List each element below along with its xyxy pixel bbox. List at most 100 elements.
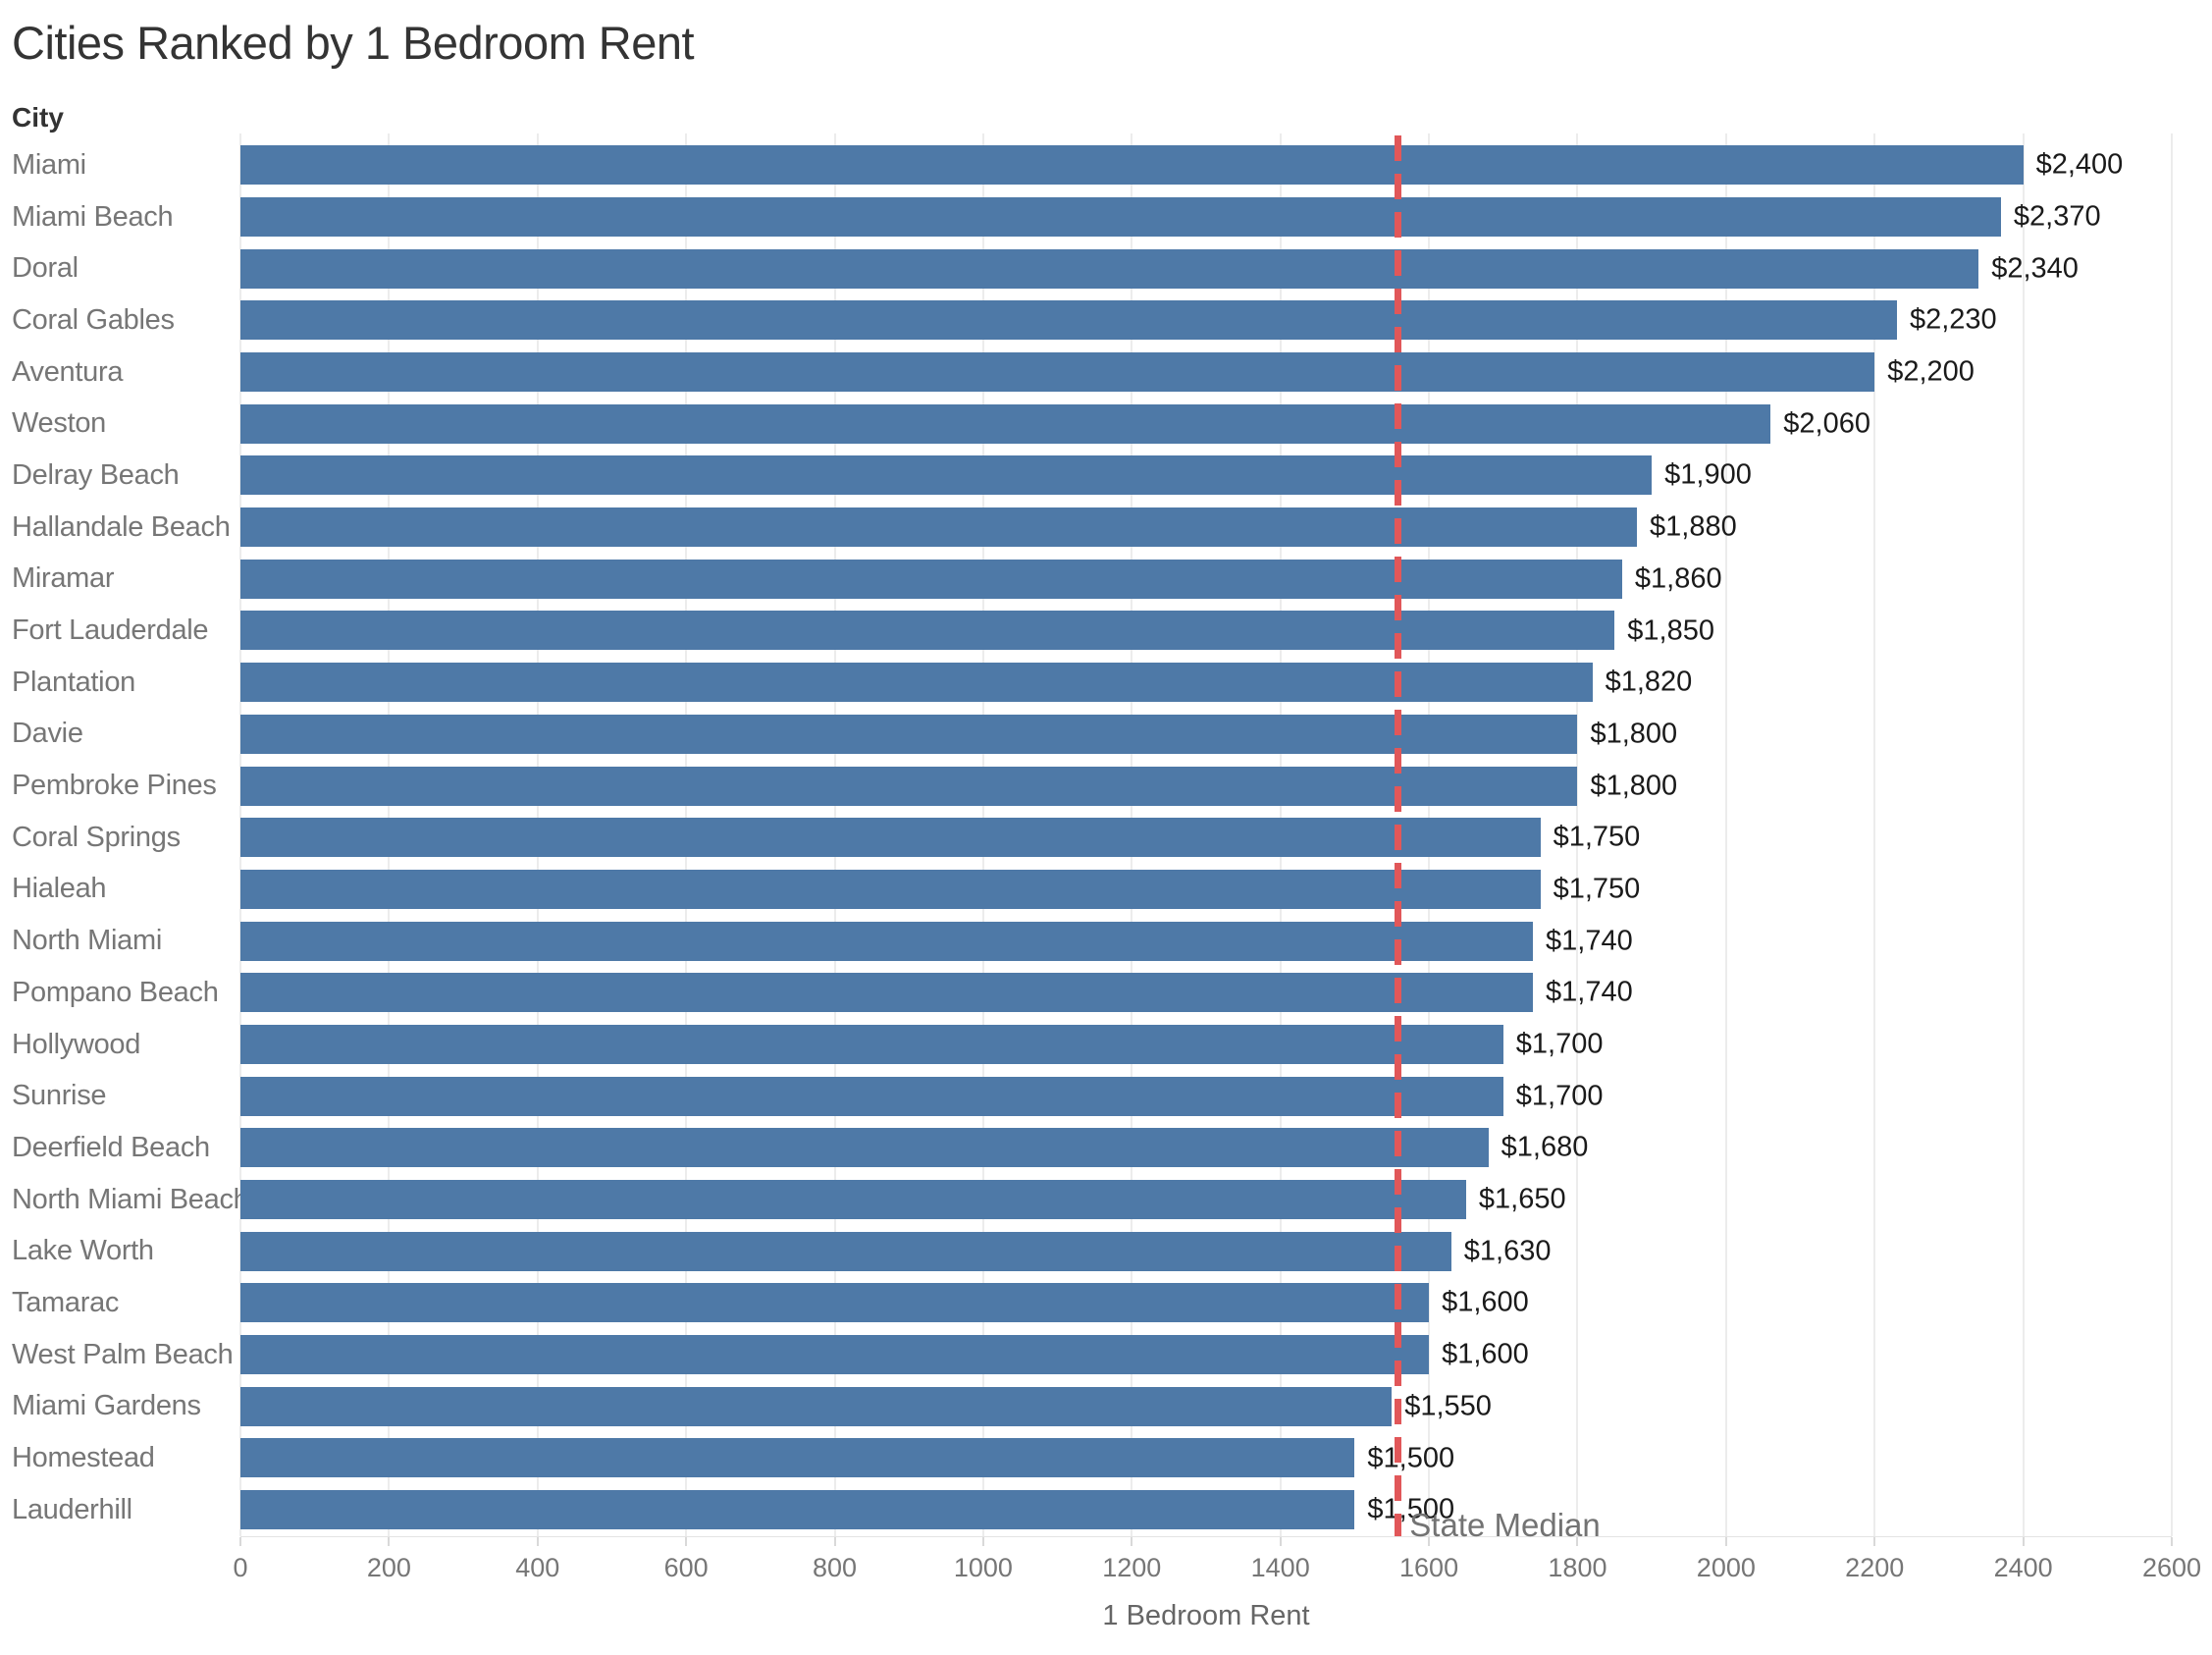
city-label: Aventura <box>12 355 124 388</box>
bar-track: $2,230 <box>240 294 2172 347</box>
bar <box>240 248 1979 289</box>
city-label: Hialeah <box>12 873 107 905</box>
bar-track: $1,600 <box>240 1329 2172 1381</box>
bar-row: North Miami $1,740 <box>12 915 2172 967</box>
value-label: $1,860 <box>1634 562 1722 595</box>
bar-row: Pompano Beach $1,740 <box>12 967 2172 1019</box>
bar <box>240 869 1541 909</box>
bar <box>240 1180 1466 1220</box>
x-axis-title: 1 Bedroom Rent <box>1102 1600 1310 1631</box>
city-label: Pembroke Pines <box>12 770 217 802</box>
value-label: $1,700 <box>1515 1028 1604 1060</box>
x-tick-label: 0 <box>233 1553 248 1582</box>
bar-track: $1,820 <box>240 657 2172 709</box>
city-label: Sunrise <box>12 1080 107 1112</box>
bar-track: $1,750 <box>240 864 2172 916</box>
value-label: $2,060 <box>1783 407 1870 440</box>
bar-row: Aventura $2,200 <box>12 347 2172 399</box>
city-label: Hollywood <box>12 1028 141 1060</box>
x-tick-mark <box>1131 1537 1133 1546</box>
bar-track: $1,880 <box>240 502 2172 554</box>
bar <box>240 1386 1393 1426</box>
value-label: $1,650 <box>1478 1183 1566 1215</box>
x-tick-mark <box>239 1537 241 1546</box>
value-label: $1,900 <box>1664 458 1752 491</box>
value-label: $1,740 <box>1546 925 1633 957</box>
city-label: Tamarac <box>12 1286 120 1318</box>
bar-track: $1,800 <box>240 760 2172 812</box>
bar-track: $1,740 <box>240 915 2172 967</box>
x-tick-mark <box>1724 1537 1727 1546</box>
x-tick-mark <box>981 1537 984 1546</box>
city-label: Hallandale Beach <box>12 510 231 543</box>
x-tick-mark <box>1873 1537 1876 1546</box>
value-label: $1,800 <box>1590 718 1678 750</box>
bar <box>240 973 1534 1013</box>
bar-track: $1,650 <box>240 1174 2172 1226</box>
bar-row: Miami Gardens $1,550 <box>12 1381 2172 1433</box>
bar-track: $1,850 <box>240 605 2172 657</box>
x-tick-mark <box>685 1537 688 1546</box>
city-label: Miami Beach <box>12 200 174 233</box>
x-tick-label: 200 <box>366 1553 411 1582</box>
value-label: $2,340 <box>1991 252 2079 285</box>
bar-track: $1,750 <box>240 812 2172 864</box>
value-label: $1,740 <box>1546 976 1633 1008</box>
bar <box>240 818 1541 858</box>
x-tick-label: 1400 <box>1250 1553 1310 1582</box>
bar-track: $1,860 <box>240 554 2172 606</box>
bar-row: Weston $2,060 <box>12 398 2172 450</box>
value-label: $1,550 <box>1404 1390 1492 1422</box>
y-axis-title: City <box>12 102 64 133</box>
value-label: $1,820 <box>1605 666 1693 698</box>
bar-row: Hallandale Beach $1,880 <box>12 502 2172 554</box>
x-tick-label: 800 <box>813 1553 858 1582</box>
bar-track: $1,500 <box>240 1484 2172 1536</box>
bar <box>240 714 1578 754</box>
bar <box>240 403 1771 444</box>
bar-row: Fort Lauderdale $1,850 <box>12 605 2172 657</box>
bar-rows: Miami $2,400 Miami Beach $2,370 Doral $2… <box>12 139 2172 1536</box>
city-label: Deerfield Beach <box>12 1131 210 1163</box>
city-label: North Miami <box>12 925 162 957</box>
x-tick-label: 1800 <box>1548 1553 1607 1582</box>
value-label: $1,700 <box>1515 1080 1604 1112</box>
bar <box>240 352 1875 393</box>
x-tick-label: 600 <box>663 1553 709 1582</box>
x-tick-mark <box>2171 1537 2173 1546</box>
bar-row: North Miami Beach $1,650 <box>12 1174 2172 1226</box>
bar-row: Hialeah $1,750 <box>12 864 2172 916</box>
value-label: $1,600 <box>1442 1338 1529 1370</box>
bar <box>240 455 1653 496</box>
bar <box>240 1283 1430 1323</box>
x-tick-label: 1600 <box>1399 1553 1459 1582</box>
city-label: Pompano Beach <box>12 976 219 1008</box>
value-label: $1,600 <box>1442 1286 1529 1318</box>
city-label: Coral Springs <box>12 821 181 853</box>
chart-title: Cities Ranked by 1 Bedroom Rent <box>12 17 695 69</box>
bar <box>240 1335 1430 1375</box>
bar-row: Homestead $1,500 <box>12 1432 2172 1484</box>
bar-row: Davie $1,800 <box>12 709 2172 761</box>
x-tick-mark <box>2022 1537 2025 1546</box>
bar-track: $2,400 <box>240 139 2172 191</box>
bar <box>240 559 1622 599</box>
value-label: $1,500 <box>1367 1442 1455 1474</box>
bar-row: Lauderhill $1,500 <box>12 1484 2172 1536</box>
value-label: $1,750 <box>1553 873 1641 905</box>
city-label: Lake Worth <box>12 1235 154 1267</box>
city-label: Plantation <box>12 666 135 698</box>
x-axis: 0 200 400 600 800 1000 1200 1400 1600 1800 2000 220… <box>233 1536 2201 1655</box>
bar <box>240 663 1593 703</box>
x-tick-label: 2400 <box>1993 1553 2053 1582</box>
bar-track: $2,370 <box>240 191 2172 243</box>
bar-track: $1,700 <box>240 1070 2172 1122</box>
value-label: $2,230 <box>1909 303 1997 336</box>
bar <box>240 1024 1503 1064</box>
city-label: Coral Gables <box>12 303 175 336</box>
bar-row: Delray Beach $1,900 <box>12 450 2172 502</box>
bar-row: Miami $2,400 <box>12 139 2172 191</box>
bar <box>240 196 2001 237</box>
value-label: $1,500 <box>1367 1493 1455 1525</box>
bar-row: Pembroke Pines $1,800 <box>12 760 2172 812</box>
